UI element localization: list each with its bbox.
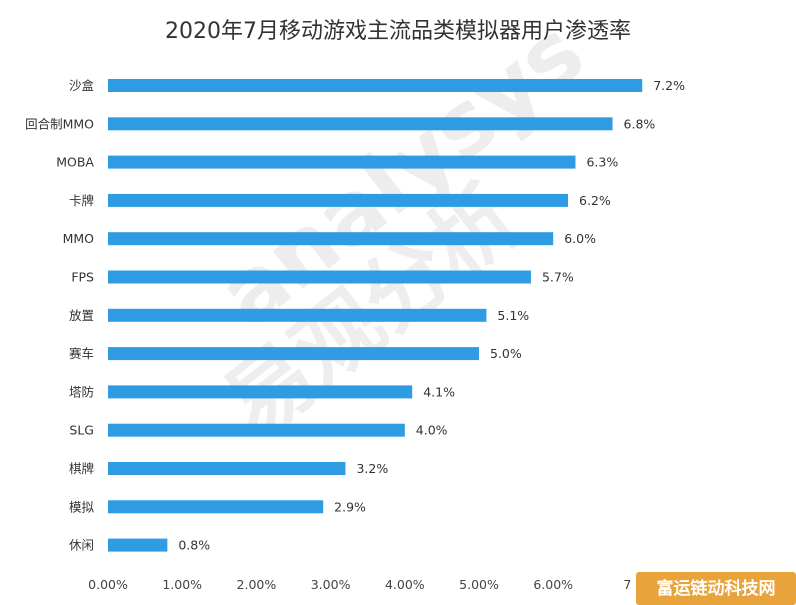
category-label: SLG [69,423,94,438]
bar-11 [108,500,324,514]
value-label: 6.8% [624,116,656,131]
x-tick-label: 5.00% [459,577,499,592]
x-tick-label: 2.00% [237,577,277,592]
x-tick-label: 1.00% [162,577,202,592]
bar-9 [108,423,405,437]
value-label: 4.1% [423,384,455,399]
bars-group [108,79,643,552]
value-label: 7.2% [653,78,685,93]
bar-10 [108,462,346,475]
bar-4 [108,232,554,246]
value-label: 5.0% [490,346,522,361]
value-label: 6.0% [564,231,596,246]
category-label: 回合制MMO [25,116,94,131]
category-label: 塔防 [69,384,94,399]
value-label: 6.3% [586,155,618,170]
x-tick-label: 0.00% [88,577,128,592]
value-label: 2.9% [334,499,366,514]
category-label: 休闲 [69,538,94,553]
bar-1 [108,117,613,131]
bar-12 [108,538,168,552]
value-label: 5.1% [497,308,529,323]
category-label: 沙盒 [69,78,95,93]
category-label: 放置 [69,308,94,323]
category-label: MOBA [56,155,94,170]
corner-badge-background [636,572,796,605]
category-label: MMO [63,231,95,246]
value-label: 0.8% [178,538,210,553]
category-label: 棋牌 [69,461,94,476]
x-tick-label: 7 [623,577,631,592]
value-label: 5.7% [542,270,574,285]
category-label: 卡牌 [69,193,94,208]
category-label: 模拟 [69,499,95,514]
x-tick-label: 6.00% [533,577,573,592]
value-label: 4.0% [416,423,448,438]
value-labels: 7.2% 6.8% 6.3% 6.2% 6.0% 5.7% 5.1% 5.0% 4.1% 4.0%… [178,78,685,553]
bar-6 [108,308,487,322]
chart-title: 2020年7月移动游戏主流品类模拟器用户渗透率 [165,19,631,44]
corner-badge-text: 富运链动科技网 [657,578,776,599]
value-label: 3.2% [356,461,388,476]
x-axis-ticks: 0.00% 1.00% 2.00% 3.00% 4.00% 5.00% 6.00% 7 [88,577,631,592]
category-label: FPS [71,270,94,285]
corner-badge: 富运链动科技网 [636,572,796,605]
bar-5 [108,270,531,284]
bar-8 [108,385,413,399]
bar-7 [108,347,479,361]
value-label: 6.2% [579,193,611,208]
x-tick-label: 3.00% [311,577,351,592]
x-tick-label: 4.00% [385,577,425,592]
bar-3 [108,193,569,207]
bar-0 [108,79,643,92]
bar-2 [108,155,576,169]
category-label: 赛车 [69,346,94,361]
